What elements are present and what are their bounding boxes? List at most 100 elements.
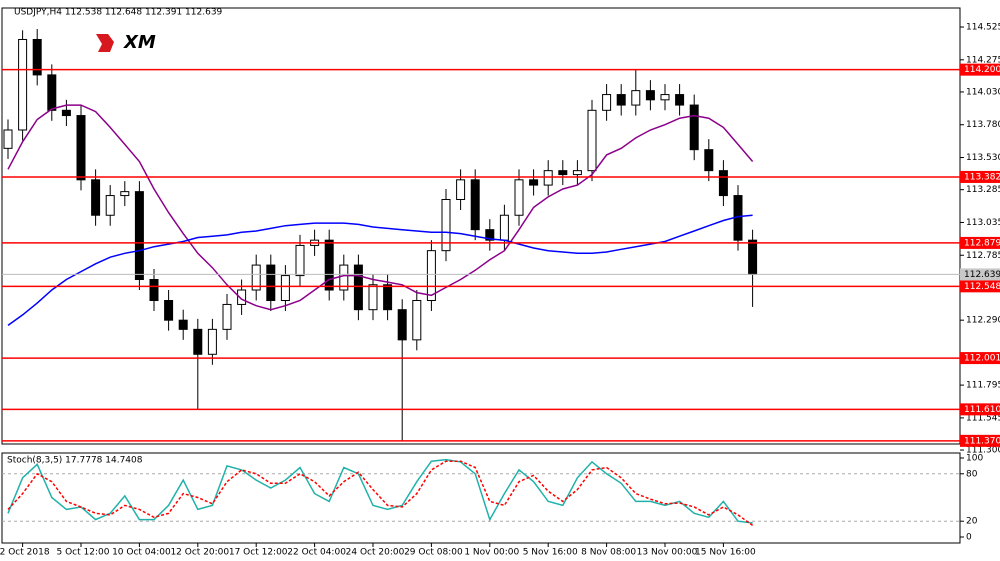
y-tick-label: 111.545 [966, 413, 1000, 423]
candle-body [616, 94, 626, 106]
candle-body [441, 199, 451, 252]
candle-body [120, 191, 130, 197]
candle-body [295, 244, 305, 277]
candle-body [3, 129, 13, 149]
candle-body [426, 250, 436, 302]
chart-title: USDJPY,H4 112.538 112.648 112.391 112.63… [14, 8, 223, 18]
x-tick-label: 12 Oct 20:00 [170, 548, 229, 558]
candle-body [412, 300, 422, 341]
level-label: 112.879 [964, 238, 1000, 248]
x-tick-label: 8 Nov 08:00 [581, 548, 636, 558]
y-tick-label: 113.780 [966, 120, 1000, 130]
candle-body [456, 179, 466, 201]
y-tick-label: 113.530 [966, 153, 1000, 163]
candle-body [543, 170, 553, 186]
x-tick-label: 22 Oct 04:00 [287, 548, 346, 558]
candle-body [32, 38, 42, 76]
level-label: 112.548 [964, 282, 1000, 292]
candle-body [134, 191, 144, 281]
candle-body [61, 109, 71, 117]
candle-body [324, 239, 334, 291]
x-tick-label: 17 Oct 12:00 [229, 548, 288, 558]
logo-text: XM [123, 32, 156, 53]
level-box [960, 170, 1000, 183]
level-label: 113.382 [964, 172, 1000, 182]
candle-body [105, 195, 115, 216]
candle-body [470, 179, 480, 231]
candle-body [222, 303, 232, 330]
candle-body [675, 94, 685, 106]
x-tick-label: 2 Oct 2018 [0, 548, 50, 558]
level-box [960, 236, 1000, 249]
level-label: 112.001 [964, 354, 1000, 364]
candle-body [339, 264, 349, 291]
candle-body [514, 179, 524, 216]
y-tick-label: 114.275 [966, 55, 1000, 65]
candle-body [383, 284, 393, 311]
moving-average [7, 214, 753, 327]
candle-body [47, 74, 57, 111]
candle-body [164, 300, 174, 321]
logo: XM [96, 32, 156, 53]
x-tick-label: 24 Oct 20:00 [346, 548, 405, 558]
y-tick-label: 112.290 [966, 316, 1000, 326]
y-tick-label: 111.795 [966, 381, 1000, 391]
level-label: 111.610 [964, 405, 1000, 415]
y-tick-label: 112.785 [966, 251, 1000, 261]
candle-body [660, 94, 670, 101]
candle-body [237, 289, 247, 305]
x-tick-label: 13 Nov 00:00 [637, 548, 698, 558]
candle-body [485, 229, 495, 241]
x-tick-label: 29 Oct 08:00 [404, 548, 463, 558]
candle-body [499, 214, 509, 241]
y-tick-label: 0 [966, 533, 972, 543]
level-box [960, 403, 1000, 416]
x-tick-label: 5 Nov 16:00 [523, 548, 578, 558]
candle-body [748, 239, 758, 275]
last-price-label: 112.639 [964, 270, 1000, 280]
candle-body [704, 149, 714, 172]
level-box [960, 63, 1000, 76]
y-tick-label: 80 [966, 469, 978, 479]
candle-body [18, 38, 28, 131]
candle-body [149, 279, 159, 302]
moving-average [7, 104, 754, 311]
level-label: 114.200 [964, 65, 1000, 75]
stoch-line [7, 460, 754, 527]
level-box [960, 280, 1000, 293]
candle-body [353, 264, 363, 311]
candle-body [602, 94, 612, 111]
main-panel [1, 7, 961, 445]
candle-body [207, 328, 217, 355]
y-tick-label: 20 [966, 517, 978, 527]
y-tick-label: 113.285 [966, 185, 1000, 195]
candle-body [251, 264, 261, 291]
x-tick-label: 10 Oct 04:00 [112, 548, 171, 558]
candle-body [631, 90, 641, 106]
x-tick-label: 5 Oct 12:00 [57, 548, 110, 558]
x-tick-label: 1 Nov 00:00 [464, 548, 519, 558]
stoch-panel [1, 452, 961, 544]
last-price-box [960, 268, 1000, 281]
candle-body [76, 115, 86, 181]
candle-body [572, 170, 582, 176]
candle-body [266, 264, 276, 302]
y-tick-label: 114.030 [966, 87, 1000, 97]
candle-body [368, 284, 378, 311]
candle-body [193, 328, 203, 355]
candle-body [280, 275, 290, 302]
logo-icon [96, 34, 114, 52]
level-box [960, 434, 1000, 447]
y-tick-label: 114.525 [966, 23, 1000, 33]
x-tick-label: 15 Nov 16:00 [695, 548, 756, 558]
candle-body [397, 309, 407, 341]
indicator-title: Stoch(8,3,5) 17.7778 14.7408 [7, 456, 143, 466]
candle-body [178, 319, 188, 330]
y-tick-label: 113.035 [966, 218, 1000, 228]
candle-body [91, 179, 101, 216]
candle-body [718, 170, 728, 197]
candle-body [558, 170, 568, 176]
stoch-line [7, 458, 753, 524]
candle-body [689, 104, 699, 151]
